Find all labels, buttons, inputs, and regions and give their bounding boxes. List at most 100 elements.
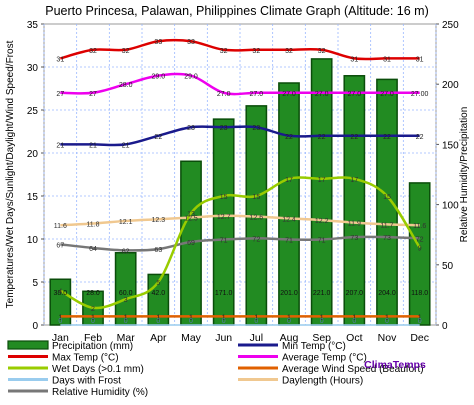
legend-label: Max Temp (°C) — [52, 353, 119, 364]
relative-humidity-data-label: 71 — [318, 238, 326, 245]
days-with-frost-data-label: 0 — [124, 318, 128, 325]
x-tick-label: Jun — [215, 332, 232, 344]
max-temp-c-data-label: 32 — [220, 48, 228, 55]
average-wind-speed-beaufort-data-label: 1 — [352, 314, 356, 321]
right-tick-label: 0 — [442, 321, 448, 332]
legend-label: Daylength (Hours) — [282, 376, 363, 387]
left-tick-label: 20 — [27, 149, 39, 160]
wet-days-0-1-mm-data-label: 17 — [318, 177, 326, 184]
max-temp-c-data-label: 32 — [285, 48, 293, 55]
average-temp-c-data-label: 29.0 — [152, 74, 166, 81]
days-with-frost-data-label: 0 — [287, 318, 291, 325]
min-temp-c-data-label: 23 — [187, 125, 195, 132]
min-temp-c-data-label: 22 — [350, 134, 358, 141]
left-tick-label: 15 — [27, 192, 39, 203]
chart-title: Puerto Princesa, Palawan, Philippines Cl… — [45, 4, 429, 18]
left-tick-label: 5 — [32, 278, 38, 289]
precipitation-mm-data-label: 38.0 — [54, 290, 68, 297]
right-tick-label: 100 — [442, 201, 459, 212]
average-wind-speed-beaufort-data-label: 1 — [418, 314, 422, 321]
legend-label: Relative Humidity (%) — [52, 387, 148, 398]
average-temp-c-data-label: 27 — [56, 91, 64, 98]
precipitation-mm-data-label: 204.0 — [378, 290, 396, 297]
wet-days-0-1-mm-data-label: 15 — [252, 194, 260, 201]
relative-humidity-line — [60, 235, 420, 252]
precipitation-mm-data-label: 221.0 — [313, 290, 331, 297]
max-temp-c-data-label: 31 — [350, 56, 358, 63]
left-tick-label: 35 — [27, 20, 39, 31]
left-tick-label: 30 — [27, 63, 39, 74]
y-axis-label-left: Temperatures/Wet Days/Sunlight/Daylight/… — [5, 40, 16, 308]
average-wind-speed-beaufort-data-label: 1 — [254, 314, 258, 321]
days-with-frost-data-label: 0 — [320, 318, 324, 325]
wet-days-0-1-mm-data-label: 13 — [187, 211, 195, 218]
precipitation-mm-data-label: 28.0 — [86, 290, 100, 297]
min-temp-c-data-label: 21 — [56, 142, 64, 149]
left-tick-label: 25 — [27, 106, 39, 117]
legend-swatch-bar — [7, 340, 49, 350]
average-temp-c-data-label: 28.0 — [119, 82, 133, 89]
x-tick-label: Mar — [117, 332, 136, 344]
left-tick-label: 0 — [32, 321, 38, 332]
relative-humidity-data-label: 71 — [285, 238, 293, 245]
min-temp-c-data-label: 22 — [154, 134, 162, 141]
relative-humidity-data-label: 69 — [187, 240, 195, 247]
legend-label: Precipitation (mm) — [52, 341, 133, 352]
precipitation-mm-data-label: 42.0 — [152, 290, 166, 297]
x-tick-label: Dec — [410, 332, 429, 344]
relative-humidity-data-label: 62 — [122, 248, 130, 255]
average-temp-c-data-label: 27.0 — [380, 91, 394, 98]
precipitation-bar — [310, 58, 333, 326]
legend-label: Min Temp (°C) — [282, 341, 346, 352]
average-temp-c-data-label: 27 — [89, 91, 97, 98]
plot-area — [43, 23, 437, 326]
min-temp-c-data-label: 22 — [383, 134, 391, 141]
wet-days-0-1-mm-data-label: 17 — [285, 177, 293, 184]
x-tick-label: May — [181, 332, 202, 344]
days-with-frost-data-label: 0 — [91, 318, 95, 325]
max-temp-c-line — [60, 38, 420, 61]
relative-humidity-data-label: 73 — [383, 235, 391, 242]
wet-days-0-1-mm-data-label: 9 — [418, 246, 422, 253]
average-temp-c-data-label: 27.0 — [315, 91, 329, 98]
average-wind-speed-beaufort-data-label: 1 — [189, 314, 193, 321]
min-temp-c-data-label: 23 — [252, 125, 260, 132]
average-wind-speed-beaufort-data-label: 1 — [91, 314, 95, 321]
daylength-hours-data-label: 11.8 — [86, 222, 99, 229]
relative-humidity-data-label: 72 — [416, 236, 424, 243]
days-with-frost-data-label: 0 — [156, 318, 160, 325]
daylength-hours-data-label: 12.5 — [184, 216, 198, 223]
average-temp-c-data-label: 27.0 — [282, 91, 296, 98]
max-temp-c-data-label: 31 — [416, 56, 424, 63]
legend-label: Wet Days (>0.1 mm) — [52, 364, 144, 375]
relative-humidity-data-label: 73 — [350, 235, 358, 242]
average-wind-speed-beaufort-data-label: 1 — [222, 314, 226, 321]
x-tick-label: Jan — [52, 332, 69, 344]
precipitation-mm-data-label: 171.0 — [215, 290, 233, 297]
relative-humidity-data-label: 64 — [89, 246, 97, 253]
wet-days-0-1-mm-line — [59, 176, 421, 310]
days-with-frost-data-label: 0 — [385, 318, 389, 325]
right-tick-label: 200 — [442, 80, 459, 91]
max-temp-c-data-label: 32 — [318, 48, 326, 55]
average-temp-c-line — [60, 72, 420, 96]
min-temp-c-data-label: 21 — [122, 142, 130, 149]
daylength-hours-data-label: 11.6 — [413, 223, 426, 230]
x-tick-label: Sep — [312, 332, 331, 344]
days-with-frost-data-label: 0 — [352, 318, 356, 325]
daylength-hours-data-label: 11.9 — [348, 221, 361, 228]
precipitation-mm-data-label: 201.0 — [280, 290, 298, 297]
right-tick-label: 250 — [442, 20, 459, 31]
daylength-hours-line — [60, 214, 420, 227]
x-tick-label: Feb — [84, 332, 102, 344]
relative-humidity-data-label: 67 — [56, 242, 64, 249]
left-tick-label: 10 — [27, 235, 39, 246]
precipitation-mm-data-label: 118.0 — [411, 290, 428, 297]
max-temp-c-data-label: 33 — [154, 39, 162, 46]
days-with-frost-data-label: 0 — [58, 318, 62, 325]
wet-days-0-1-mm-data-label: 5 — [156, 280, 160, 287]
daylength-hours-data-label: 12.6 — [250, 215, 264, 222]
daylength-hours-data-label: 12.7 — [217, 214, 231, 221]
average-wind-speed-beaufort-data-label: 1 — [287, 314, 291, 321]
